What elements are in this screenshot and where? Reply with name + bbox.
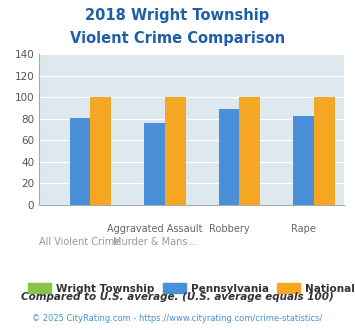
Text: Rape: Rape [291,224,316,234]
Text: All Violent Crime: All Violent Crime [39,237,121,247]
Text: Robbery: Robbery [209,224,249,234]
Text: Violent Crime Comparison: Violent Crime Comparison [70,31,285,46]
Bar [314,97,335,205]
Bar [239,97,260,205]
Bar [91,97,111,205]
Text: Aggravated Assault: Aggravated Assault [107,224,202,234]
Bar [219,109,239,205]
Legend: Wright Township, Pennsylvania, National: Wright Township, Pennsylvania, National [24,279,355,298]
Text: Compared to U.S. average. (U.S. average equals 100): Compared to U.S. average. (U.S. average … [21,292,334,302]
Text: © 2025 CityRating.com - https://www.cityrating.com/crime-statistics/: © 2025 CityRating.com - https://www.city… [32,314,323,323]
Bar [70,118,91,205]
Text: Murder & Mans...: Murder & Mans... [113,237,196,247]
Bar [165,97,186,205]
Bar [293,115,314,205]
Text: 2018 Wright Township: 2018 Wright Township [85,8,270,23]
Bar [144,123,165,205]
